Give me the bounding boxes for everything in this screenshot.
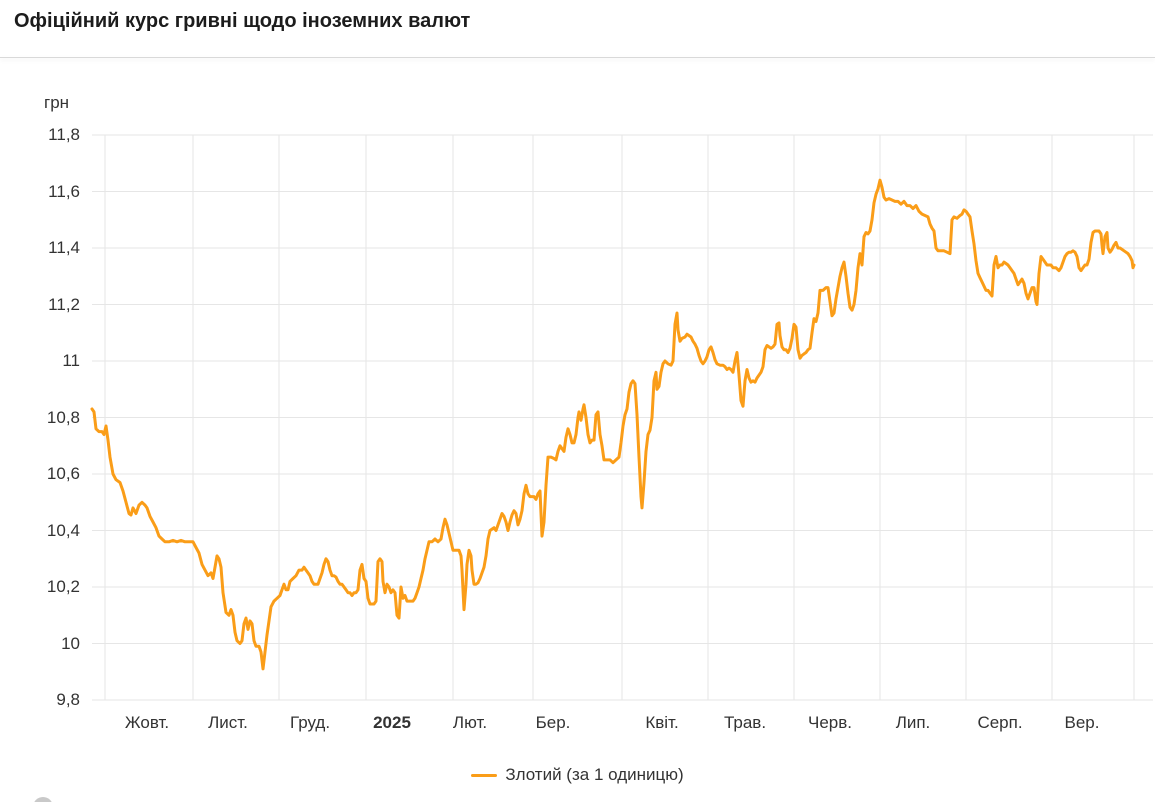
x-axis-label: Бер. xyxy=(535,713,571,732)
y-axis-label: 11 xyxy=(62,351,80,370)
y-axis-label: 10,2 xyxy=(46,577,80,596)
legend-item-zloty[interactable]: Злотий (за 1 одиницю) xyxy=(0,765,1155,785)
y-axis-label: 11,4 xyxy=(48,238,80,257)
y-axis-label: 10,4 xyxy=(46,520,80,540)
x-axis-label: Груд. xyxy=(289,713,331,732)
x-axis-label: Жовт. xyxy=(124,713,170,732)
y-axis-label: 11,6 xyxy=(48,181,80,201)
scroll-top-button[interactable] xyxy=(33,797,53,802)
y-axis-label: 10 xyxy=(61,633,80,653)
x-axis-label: Трав. xyxy=(723,713,767,732)
page-title: Офіційний курс гривні щодо іноземних вал… xyxy=(14,10,471,32)
x-axis-label: Черв. xyxy=(808,713,852,732)
legend-line-swatch xyxy=(471,773,498,777)
y-axis-label: 10,8 xyxy=(46,407,80,427)
x-axis-label: 2025 xyxy=(373,713,411,732)
y-axis-label: 10,6 xyxy=(46,464,80,483)
x-axis-label: Лип. xyxy=(895,713,931,732)
y-axis-label: 9,8 xyxy=(56,690,80,709)
x-axis-label: Вер. xyxy=(1064,713,1100,732)
x-axis-label: Серп. xyxy=(977,713,1023,732)
zloty-series-line[interactable] xyxy=(90,178,1136,671)
x-axis-label: Квіт. xyxy=(645,713,679,732)
header-divider xyxy=(0,57,1155,58)
legend-label: Злотий (за 1 одиницю) xyxy=(505,765,684,784)
x-axis-label: Лист. xyxy=(208,713,248,732)
y-axis-unit-label: грн xyxy=(44,93,70,112)
y-axis-label: 11,2 xyxy=(48,294,80,314)
x-axis-label: Лют. xyxy=(452,713,488,732)
y-axis-label: 11,8 xyxy=(48,125,80,144)
